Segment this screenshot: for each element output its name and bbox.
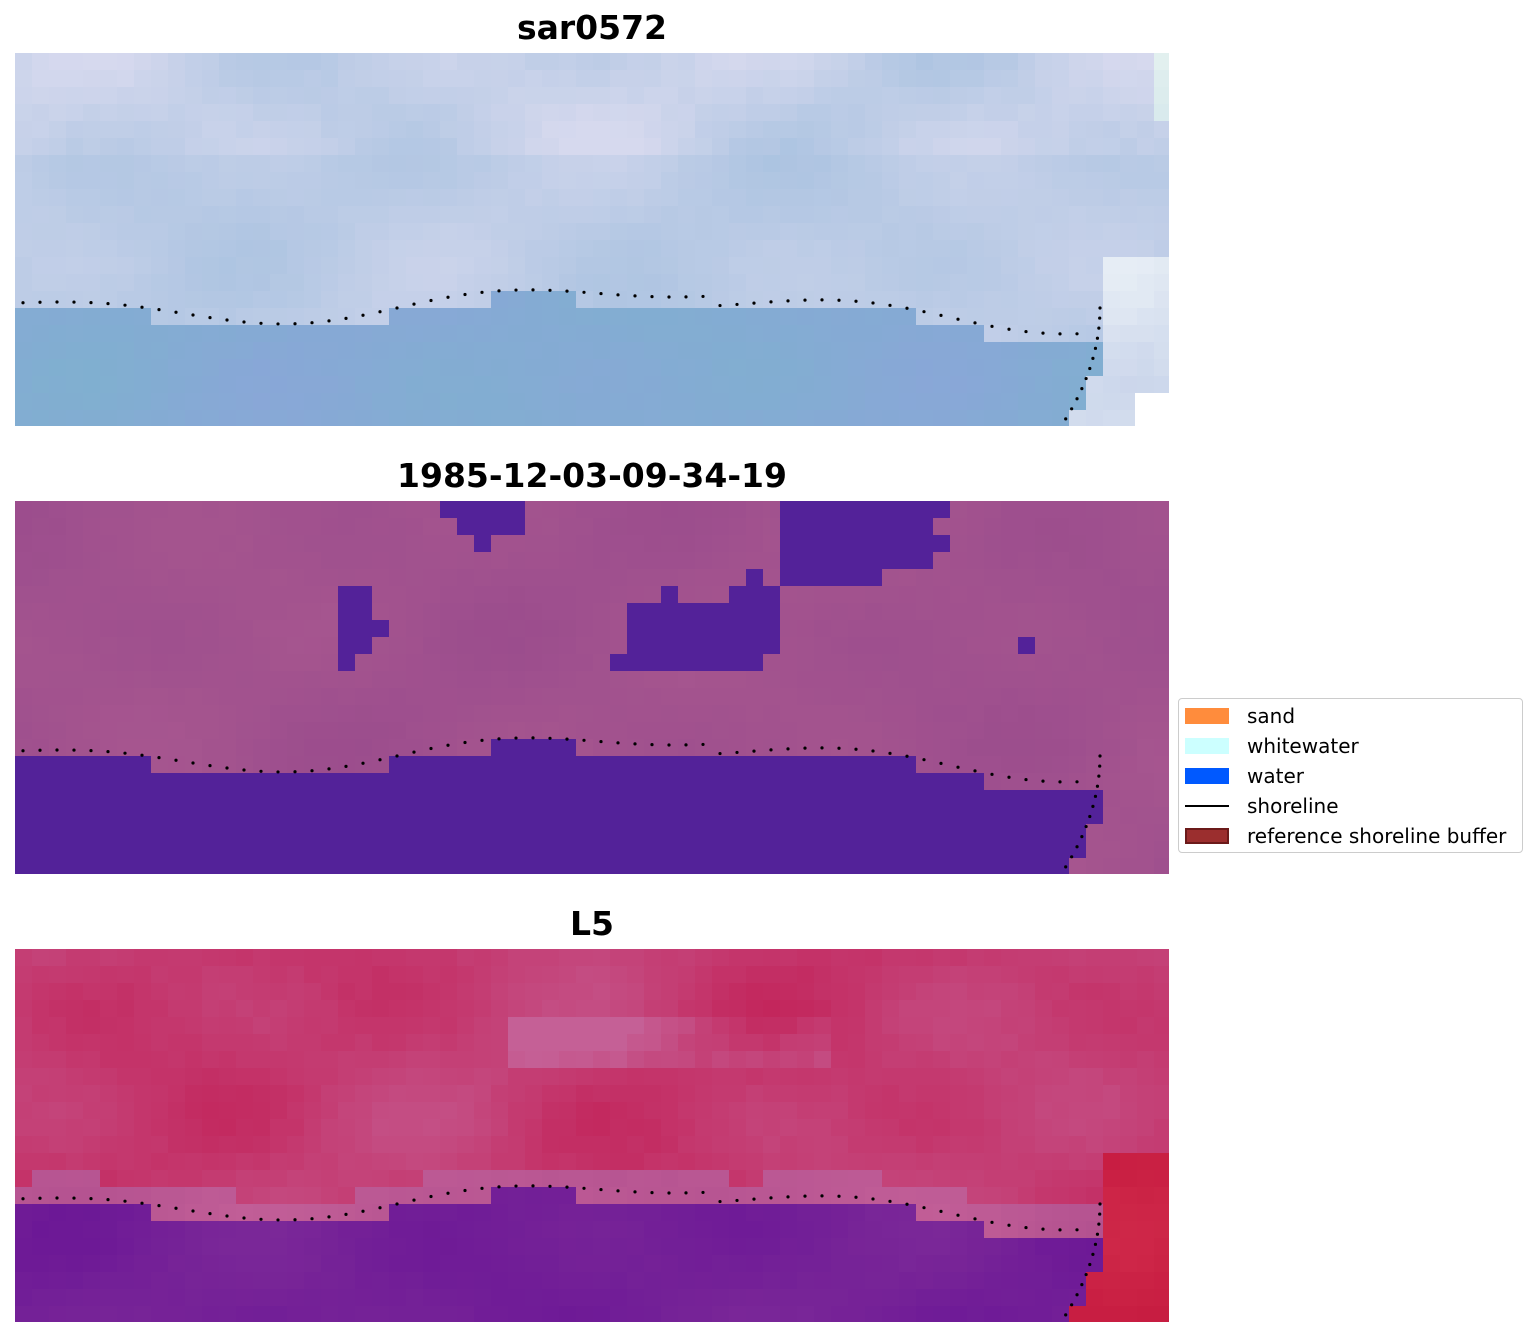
legend-label: water	[1247, 764, 1304, 788]
whitewater-swatch	[1185, 738, 1229, 754]
shoreline-dots	[21, 1184, 1102, 1317]
legend-item-water: water	[1185, 764, 1304, 788]
legend-label: whitewater	[1247, 734, 1359, 758]
legend-label: shoreline	[1247, 794, 1339, 818]
shoreline-line-swatch	[1185, 805, 1229, 807]
shoreline-dots	[21, 736, 1102, 869]
sand-swatch	[1185, 708, 1229, 724]
water-swatch	[1185, 768, 1229, 784]
sar-image	[15, 53, 1169, 426]
classification-image	[15, 501, 1169, 874]
panel-title-satellite: L5	[570, 904, 614, 943]
legend-label: sand	[1247, 704, 1296, 728]
reference-buffer-swatch	[1185, 828, 1229, 844]
legend-item-shoreline: shoreline	[1185, 794, 1339, 818]
panel-title-sar: sar0572	[516, 8, 668, 47]
sar-image-panel	[15, 53, 1169, 426]
legend-label: reference shoreline buffer	[1247, 824, 1507, 848]
legend-item-sand: sand	[1185, 704, 1296, 728]
panel-title-date: 1985-12-03-09-34-19	[397, 456, 787, 495]
legend-item-whitewater: whitewater	[1185, 734, 1359, 758]
legend: sand whitewater water shoreline referenc…	[1178, 698, 1523, 853]
classification-image-panel	[15, 501, 1169, 874]
shoreline-dots	[21, 288, 1102, 421]
l5-image-panel	[15, 949, 1169, 1322]
l5-image	[15, 949, 1169, 1322]
legend-item-reference-buffer: reference shoreline buffer	[1185, 824, 1507, 848]
